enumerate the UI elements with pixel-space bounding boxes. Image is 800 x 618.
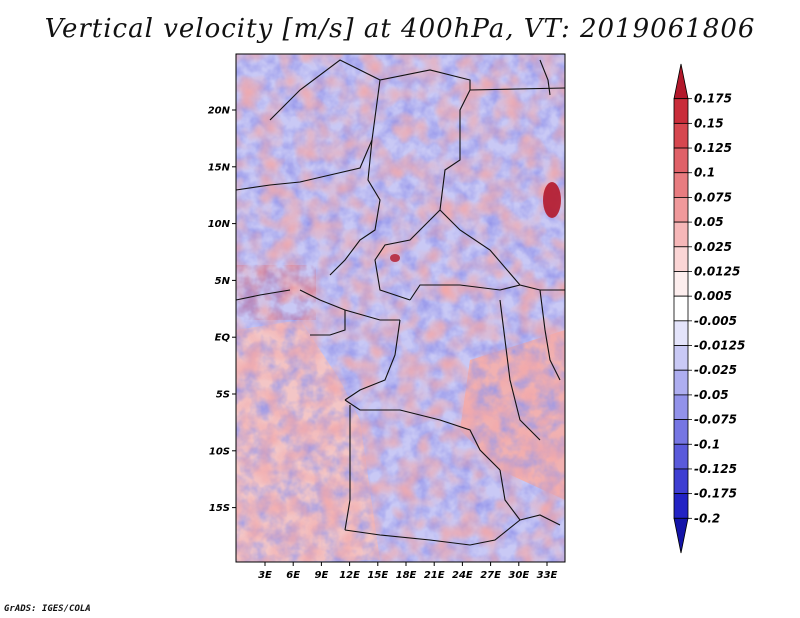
colorbar-label: -0.05 <box>694 388 729 402</box>
colorbar-label: 0.05 <box>694 215 724 229</box>
lat-tick-label: 5N <box>215 276 231 287</box>
colorbar-segment <box>673 369 689 396</box>
colorbar-label: -0.2 <box>694 511 720 525</box>
colorbar-label: -0.005 <box>694 314 737 328</box>
colorbar-label: 0.0125 <box>694 264 740 278</box>
colorbar-segment <box>673 197 689 223</box>
colorbar-segment <box>673 394 689 420</box>
map-frame <box>235 53 566 563</box>
lon-tick-label: 27E <box>480 570 501 581</box>
colorbar-label: 0.175 <box>694 92 732 106</box>
colorbar-segment <box>673 345 689 371</box>
colorbar-segment <box>673 320 689 346</box>
colorbar-segment <box>673 221 689 248</box>
lon-tick-label: 6E <box>286 570 300 581</box>
lon-tick-label: 33E <box>537 570 558 581</box>
country-boundaries <box>235 59 566 546</box>
colorbar-label: -0.175 <box>694 487 737 501</box>
colorbar-segment <box>673 295 689 322</box>
colorbar-segment <box>673 147 689 174</box>
colorbar-label: 0.005 <box>694 289 732 303</box>
lon-tick-label: 18E <box>396 570 417 581</box>
longitude-axis: 3E 6E 9E 12E 15E 18E 21E 24E 27E 30E 33E <box>258 562 558 581</box>
lon-tick-label: 30E <box>508 570 529 581</box>
colorbar-segment <box>673 246 689 272</box>
credit-text: GrADS: IGES/COLA <box>4 604 91 614</box>
colorbar-label: -0.0125 <box>694 339 745 353</box>
colorbar-segment <box>673 122 689 149</box>
lat-tick-label: 10N <box>208 219 231 230</box>
colorbar-segment <box>673 419 689 445</box>
colorbar-label: 0.075 <box>694 190 732 204</box>
colorbar: 0.175 0.15 0.125 0.1 0.075 0.05 0.025 0.0125 0.0… <box>673 63 745 554</box>
colorbar-label: -0.025 <box>694 363 737 377</box>
colorbar-segment <box>673 468 689 495</box>
colorbar-label: -0.075 <box>694 413 737 427</box>
vertical-velocity-field <box>236 54 565 562</box>
lat-tick-label: 10S <box>209 446 230 457</box>
colorbar-segment <box>673 493 689 519</box>
lat-tick-label: 15N <box>208 162 231 173</box>
lon-tick-label: 12E <box>339 570 360 581</box>
latitude-axis: 20N 15N 10N 5N EQ 5S 10S 15S <box>208 106 236 514</box>
colorbar-segment <box>673 443 689 470</box>
lat-tick-label: EQ <box>215 333 231 344</box>
colorbar-label: 0.025 <box>694 240 732 254</box>
lat-tick-label: 20N <box>208 106 231 117</box>
lon-tick-label: 15E <box>367 570 388 581</box>
lon-tick-label: 9E <box>315 570 329 581</box>
colorbar-segment <box>673 172 689 198</box>
lat-tick-label: 5S <box>216 390 230 401</box>
colorbar-label: 0.125 <box>694 141 732 155</box>
lon-tick-label: 3E <box>258 570 272 581</box>
lat-tick-label: 15S <box>209 503 230 514</box>
colorbar-label: -0.1 <box>694 437 720 451</box>
colorbar-segment <box>673 517 689 554</box>
chart-title: Vertical velocity [m/s] at 400hPa, VT: 2… <box>44 14 756 44</box>
colorbar-segment <box>673 98 689 124</box>
colorbar-label: 0.15 <box>694 116 724 130</box>
colorbar-segment <box>673 271 689 297</box>
colorbar-label: 0.1 <box>694 166 715 180</box>
lon-tick-label: 24E <box>452 570 473 581</box>
colorbar-segment <box>673 63 689 100</box>
colorbar-label: -0.125 <box>694 462 737 476</box>
lon-tick-label: 21E <box>424 570 445 581</box>
